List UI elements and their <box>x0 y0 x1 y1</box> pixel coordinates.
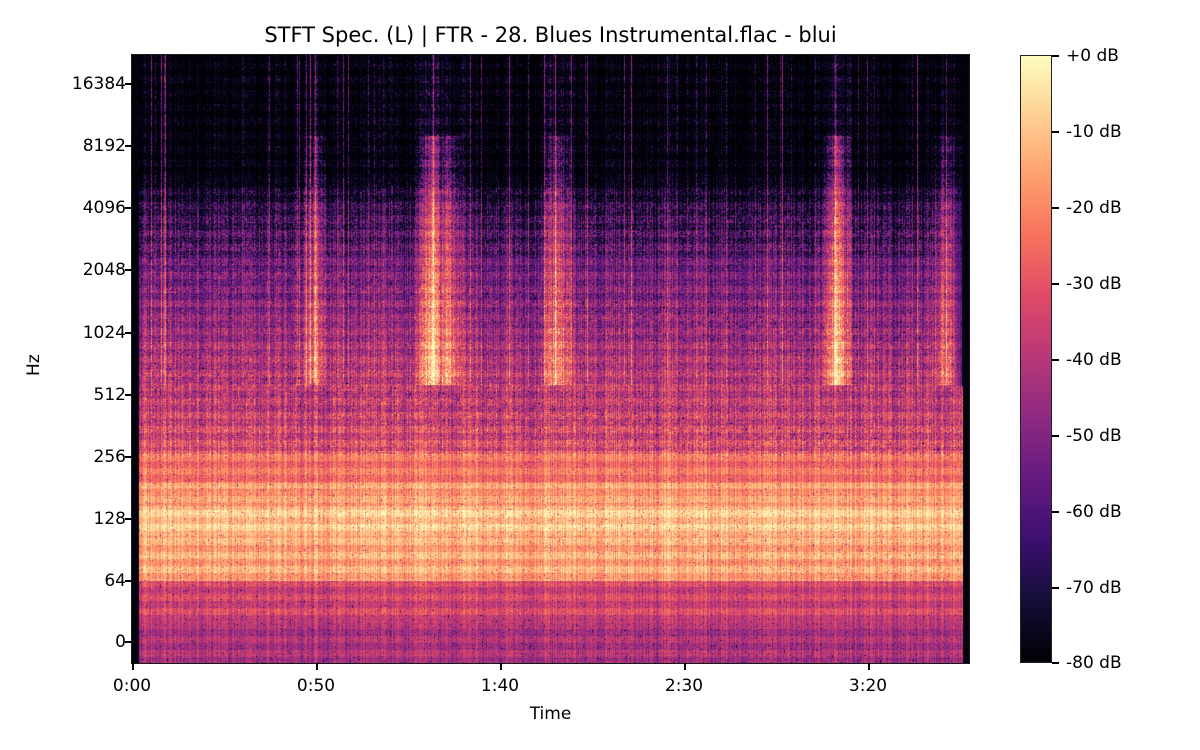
y-tick-mark <box>125 518 132 520</box>
colorbar-tick-mark <box>1052 435 1059 437</box>
y-tick-label: 4096 <box>82 198 126 218</box>
y-tick-mark <box>125 332 132 334</box>
x-tick-mark <box>868 663 870 670</box>
x-tick-mark <box>684 663 686 670</box>
y-axis-label-wrap: Hz <box>24 348 44 378</box>
colorbar-tick-mark <box>1052 55 1059 57</box>
colorbar-tick-label: -10 dB <box>1066 122 1122 142</box>
x-tick-label: 0:50 <box>296 676 336 696</box>
x-axis-label: Time <box>529 704 572 724</box>
y-tick-label: 256 <box>93 447 126 467</box>
y-tick-label: 0 <box>115 632 126 652</box>
colorbar-tick-mark <box>1052 587 1059 589</box>
x-tick-label: 0:00 <box>112 676 152 696</box>
y-tick-mark <box>125 394 132 396</box>
y-tick-label: 512 <box>93 385 126 405</box>
y-axis-label: Hz <box>24 354 44 376</box>
colorbar <box>1020 55 1052 663</box>
y-tick-label: 16384 <box>71 74 126 94</box>
chart-title: STFT Spec. (L) | FTR - 28. Blues Instrum… <box>264 23 837 47</box>
x-tick-label: 1:40 <box>480 676 520 696</box>
x-tick-mark <box>316 663 318 670</box>
colorbar-tick-label: -60 dB <box>1066 502 1122 522</box>
spectrogram-image <box>132 55 969 663</box>
y-tick-label: 2048 <box>82 260 126 280</box>
colorbar-tick-mark <box>1052 207 1059 209</box>
y-tick-mark <box>125 207 132 209</box>
spectrogram-plot-area[interactable] <box>132 55 969 663</box>
colorbar-tick-mark <box>1052 131 1059 133</box>
colorbar-tick-label: +0 dB <box>1066 46 1119 66</box>
colorbar-tick-mark <box>1052 359 1059 361</box>
colorbar-tick-label: -40 dB <box>1066 350 1122 370</box>
y-tick-label: 128 <box>93 509 126 529</box>
y-tick-label: 8192 <box>82 136 126 156</box>
y-tick-mark <box>125 145 132 147</box>
colorbar-tick-label: -50 dB <box>1066 426 1122 446</box>
colorbar-tick-label: -20 dB <box>1066 198 1122 218</box>
x-tick-label: 3:20 <box>848 676 888 696</box>
x-tick-mark <box>132 663 134 670</box>
colorbar-tick-mark <box>1052 283 1059 285</box>
y-tick-label: 1024 <box>82 323 126 343</box>
colorbar-tick-label: -70 dB <box>1066 578 1122 598</box>
y-tick-mark <box>125 456 132 458</box>
colorbar-tick-label: -80 dB <box>1066 653 1122 673</box>
x-tick-mark <box>500 663 502 670</box>
y-tick-mark <box>125 269 132 271</box>
y-tick-mark <box>125 83 132 85</box>
colorbar-tick-mark <box>1052 662 1059 664</box>
y-tick-mark <box>125 580 132 582</box>
colorbar-tick-label: -30 dB <box>1066 274 1122 294</box>
colorbar-tick-mark <box>1052 511 1059 513</box>
y-tick-mark <box>125 641 132 643</box>
y-tick-label: 64 <box>104 571 126 591</box>
x-tick-label: 2:30 <box>664 676 704 696</box>
